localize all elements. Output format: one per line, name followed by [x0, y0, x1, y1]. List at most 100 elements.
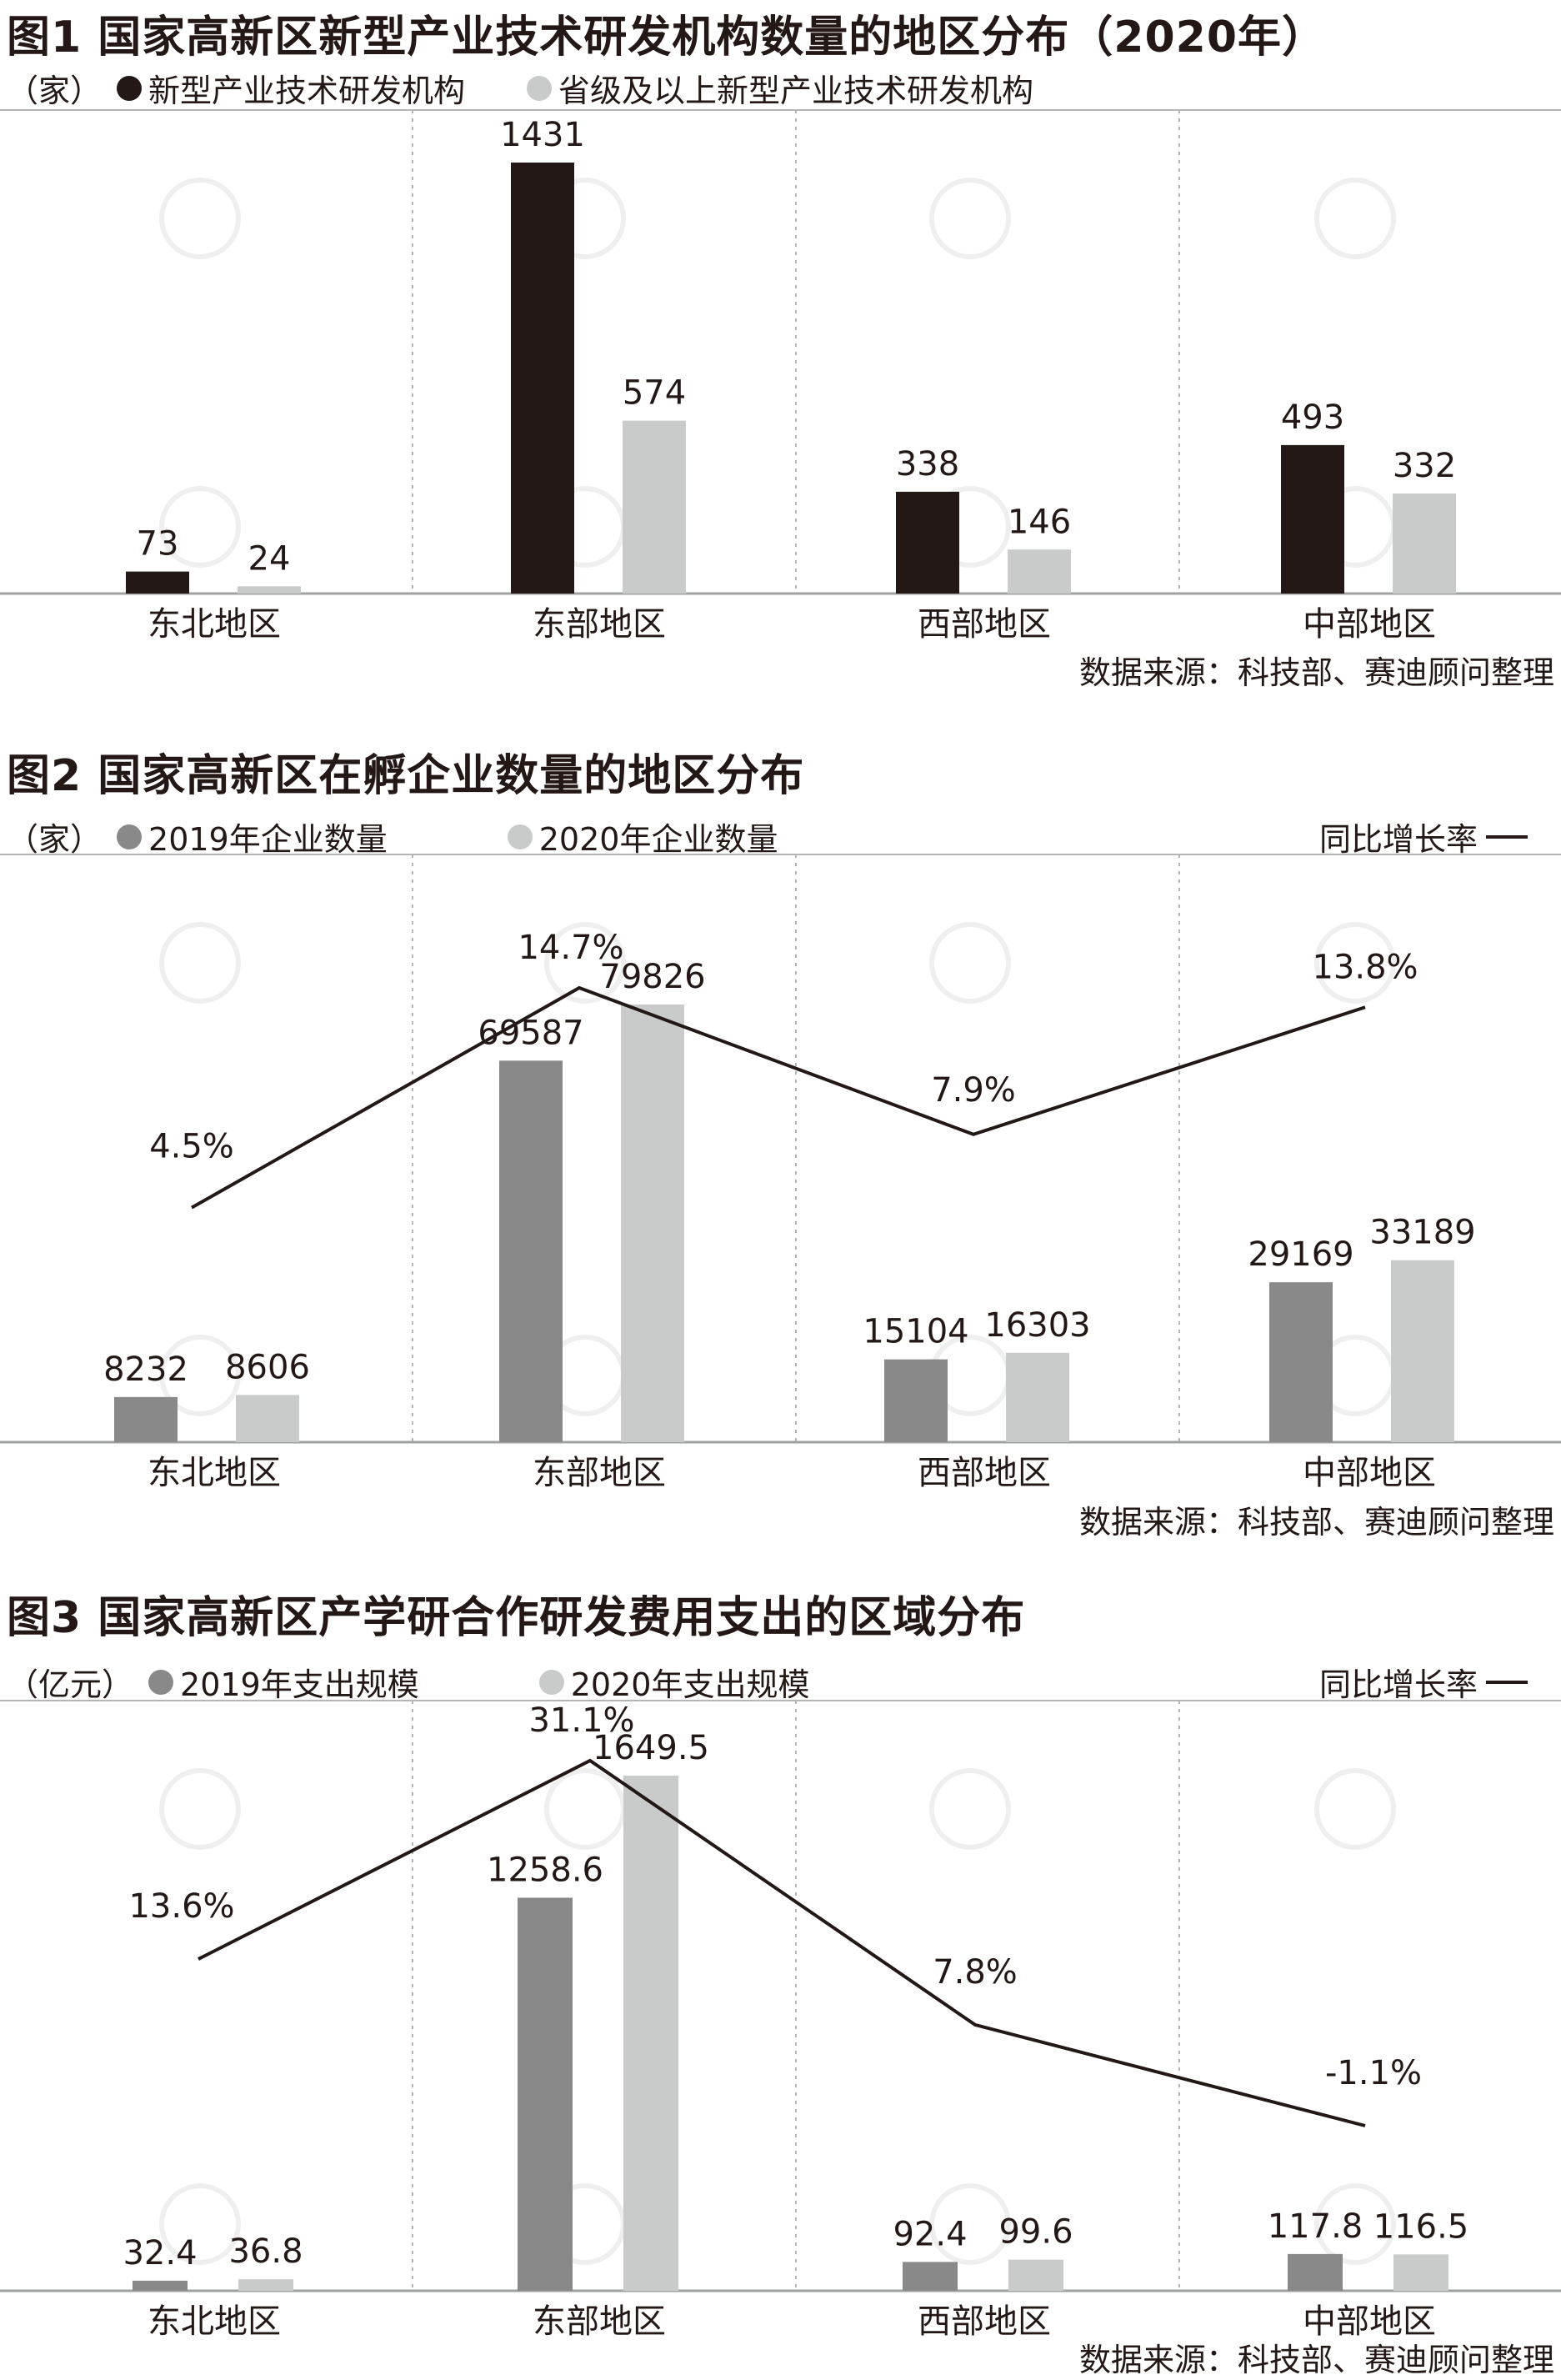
- x-tick-label: 东北地区: [148, 605, 281, 644]
- x-tick-label: 西部地区: [918, 1454, 1051, 1492]
- data-label: 29169: [1248, 1235, 1353, 1274]
- watermark-logo: [929, 178, 1011, 259]
- legend-entry: 新型产业技术研发机构: [148, 73, 466, 109]
- data-label: 33189: [1369, 1214, 1475, 1252]
- data-label: 32.4: [123, 2234, 197, 2272]
- chart-title: 图1 国家高新区新型产业技术研发机构数量的地区分布（2020年）: [7, 13, 1327, 63]
- data-label: 36.8: [228, 2232, 303, 2271]
- watermark-logo: [929, 922, 1011, 1004]
- bar-series1: [133, 2280, 188, 2291]
- chart-title: 图2 国家高新区在孵企业数量的地区分布: [7, 751, 805, 801]
- data-label: 92.4: [893, 2215, 967, 2253]
- legend-entry: 2019年企业数量: [148, 821, 388, 858]
- legend-swatch: [527, 75, 553, 101]
- data-label: 99.6: [998, 2213, 1073, 2252]
- legend-swatch: [507, 824, 533, 849]
- data-label: 73: [137, 525, 179, 564]
- watermark-logo: [544, 922, 626, 1004]
- growth-rate-line: [198, 1758, 1366, 2127]
- bar-series1: [511, 163, 574, 594]
- legend-swatch: [117, 75, 143, 101]
- source-note: 数据来源：科技部、赛迪顾问整理: [1078, 654, 1554, 691]
- x-tick-label: 东部地区: [533, 1454, 666, 1492]
- line-legend: 同比增长率: [1319, 1659, 1528, 1705]
- combo-chart-svg: 8232 8606 东北地区 69587 79826 东部地区 15104 16303 西部地区…: [0, 854, 1561, 1492]
- rate-label: -1.1%: [1325, 2054, 1422, 2092]
- line-legend-label: 同比增长率: [1318, 821, 1478, 858]
- bar-series1: [1288, 2253, 1343, 2291]
- unit-label: （家）: [7, 821, 103, 858]
- data-label: 493: [1281, 398, 1344, 437]
- rate-label: 13.6%: [128, 1887, 234, 1926]
- chart-title: 图3 国家高新区产学研合作研发费用支出的区域分布: [7, 1593, 1026, 1643]
- bar-series2: [236, 1395, 299, 1442]
- watermark-logo: [159, 2183, 241, 2265]
- watermark-logo: [929, 2183, 1011, 2265]
- data-label: 574: [623, 374, 686, 413]
- x-tick-label: 中部地区: [1303, 2302, 1436, 2341]
- legend-swatch: [148, 1669, 174, 1695]
- data-label: 8232: [103, 1350, 188, 1389]
- growth-rate-line: [191, 985, 1366, 1210]
- rate-label: 4.5%: [149, 1128, 234, 1166]
- rate-label: 7.8%: [933, 1953, 1018, 1992]
- x-tick-label: 中部地区: [1303, 605, 1436, 644]
- rate-label: 7.9%: [931, 1071, 1016, 1110]
- unit-label: （家）: [7, 73, 103, 109]
- x-tick-label: 中部地区: [1303, 1454, 1436, 1492]
- bar-series2: [621, 1005, 684, 1442]
- watermark-logo: [159, 486, 241, 568]
- bar-series2: [1008, 549, 1071, 594]
- legend-swatch: [538, 1669, 564, 1695]
- data-label: 1258.6: [487, 1851, 603, 1889]
- bar-series1: [126, 571, 189, 594]
- line-legend-label: 同比增长率: [1318, 1666, 1478, 1703]
- legend-entry: 2020年企业数量: [538, 821, 778, 858]
- watermark-logo: [544, 1768, 626, 1850]
- data-label: 332: [1393, 447, 1456, 485]
- bar-series2: [238, 2279, 293, 2291]
- chart-legend: （家） 新型产业技术研发机构 省级及以上新型产业技术研发机构: [7, 65, 1033, 111]
- data-label: 8606: [225, 1348, 310, 1386]
- chart-panel-1: 图1 国家高新区新型产业技术研发机构数量的地区分布（2020年） （家） 新型产…: [0, 0, 1561, 700]
- data-label: 79826: [599, 958, 705, 996]
- data-label: 69587: [478, 1014, 583, 1052]
- data-label: 117.8: [1268, 2207, 1363, 2246]
- bar-series1: [114, 1396, 178, 1442]
- x-tick-label: 东北地区: [148, 1454, 281, 1492]
- chart-legend: （家） 2019年企业数量 2020年企业数量: [7, 814, 778, 859]
- x-tick-label: 西部地区: [918, 2302, 1051, 2341]
- chart-panel-2: 图2 国家高新区在孵企业数量的地区分布 （家） 2019年企业数量 2020年企…: [0, 751, 1561, 1541]
- watermark-logo: [159, 1768, 241, 1850]
- watermark-logo: [1314, 178, 1396, 259]
- bar-series2: [238, 586, 301, 594]
- data-label: 1431: [500, 116, 585, 154]
- legend-entry: 2019年支出规模: [180, 1666, 419, 1703]
- watermark-logo: [159, 922, 241, 1004]
- legend-entry: 省级及以上新型产业技术研发机构: [558, 73, 1034, 109]
- x-tick-label: 东北地区: [148, 2302, 281, 2341]
- data-label: 24: [248, 539, 291, 578]
- bar-series2: [1006, 1352, 1069, 1442]
- bar-series1: [884, 1359, 948, 1442]
- bar-series1: [903, 2262, 958, 2291]
- data-label: 15104: [863, 1313, 968, 1351]
- bar-series1: [499, 1060, 563, 1442]
- data-label: 146: [1008, 503, 1071, 541]
- line-legend-mark: [1486, 1680, 1528, 1684]
- chart-legend: （亿元） 2019年支出规模 2020年支出规模: [7, 1659, 809, 1705]
- data-label: 116.5: [1373, 2207, 1469, 2246]
- watermark-logo: [929, 1768, 1011, 1850]
- rate-label: 31.1%: [528, 1701, 634, 1740]
- line-legend-mark: [1486, 834, 1528, 839]
- x-tick-label: 东部地区: [533, 605, 666, 644]
- bar-series1: [518, 1897, 573, 2291]
- source-note: 数据来源：科技部、赛迪顾问整理: [1078, 2342, 1554, 2378]
- data-label: 16303: [984, 1306, 1090, 1345]
- bar-series2: [623, 420, 686, 594]
- watermark-logo: [159, 178, 241, 259]
- bar-series2: [1393, 2254, 1448, 2291]
- unit-label: （亿元）: [7, 1666, 134, 1703]
